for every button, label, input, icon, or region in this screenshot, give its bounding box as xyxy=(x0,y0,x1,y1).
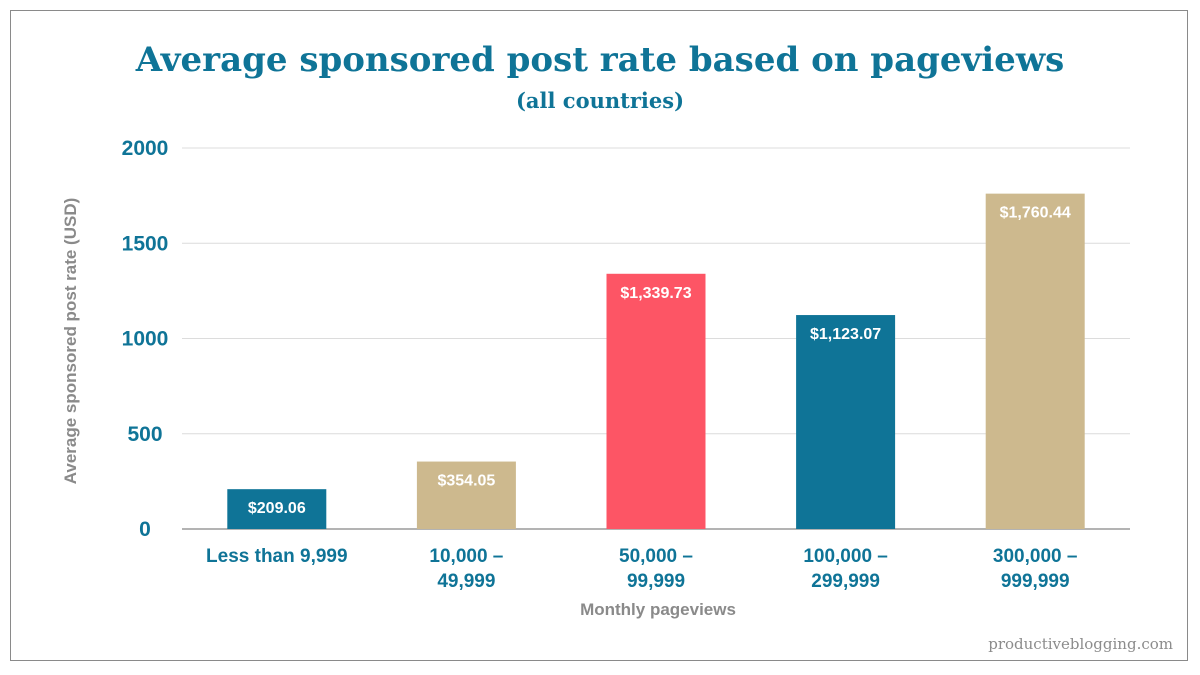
y-tick-label: 2000 xyxy=(122,137,169,160)
x-axis-title: Monthly pageviews xyxy=(580,600,736,619)
bars xyxy=(227,193,1085,530)
bar xyxy=(606,273,706,529)
x-tick-label: Less than 9,999 xyxy=(206,546,348,567)
x-tick-label: 49,999 xyxy=(437,571,495,592)
y-axis-ticks: 0 500 1000 1500 2000 xyxy=(122,137,169,541)
y-axis-title: Average sponsored post rate (USD) xyxy=(61,198,80,485)
chart-subtitle: (all countries) xyxy=(516,88,684,113)
y-tick-label: 500 xyxy=(127,423,162,446)
bar-value-label: $1,760.44 xyxy=(1000,205,1071,222)
bar-value-label: $1,339.73 xyxy=(620,285,691,302)
x-tick-label: 299,999 xyxy=(811,571,880,592)
x-axis-ticks: Less than 9,999 10,000 – 49,999 50,000 – 99,… xyxy=(206,546,1077,592)
x-tick-label: 300,000 – xyxy=(993,546,1078,567)
bar-value-labels: $209.06 $354.05 $1,339.73 $1,123.07 $1,760.4… xyxy=(248,205,1071,518)
y-tick-label: 1500 xyxy=(122,232,169,255)
bar-value-label: $209.06 xyxy=(248,500,306,517)
y-tick-label: 0 xyxy=(139,518,151,541)
x-tick-label: 999,999 xyxy=(1001,571,1070,592)
bar xyxy=(416,461,516,529)
chart-frame xyxy=(10,10,1188,661)
x-tick-label: 50,000 – xyxy=(619,546,693,567)
x-tick-label: 10,000 – xyxy=(429,546,503,567)
bar-value-label: $1,123.07 xyxy=(810,326,881,343)
y-tick-label: 1000 xyxy=(122,328,169,351)
bar xyxy=(985,193,1085,530)
x-tick-label: 99,999 xyxy=(627,571,685,592)
chart-title: Average sponsored post rate based on pag… xyxy=(135,40,1065,80)
watermark: productiveblogging.com xyxy=(988,635,1173,653)
bar xyxy=(796,315,896,529)
bar xyxy=(227,489,327,529)
x-tick-label: 100,000 – xyxy=(803,546,888,567)
bar-value-label: $354.05 xyxy=(437,473,495,490)
